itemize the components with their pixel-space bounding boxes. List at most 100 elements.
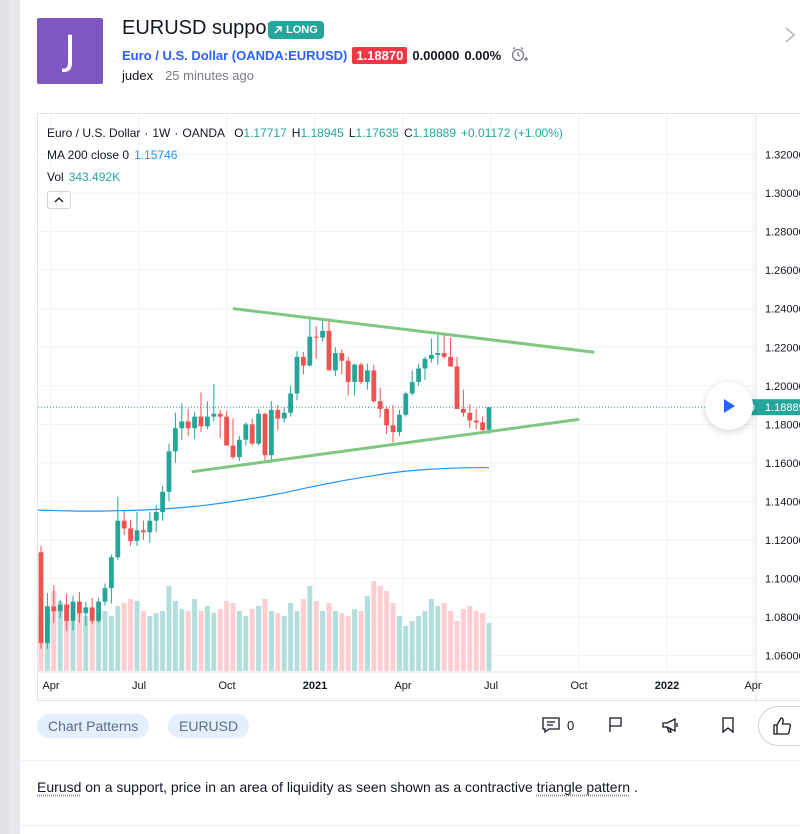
volume-bar	[224, 601, 230, 671]
volume-bar	[262, 599, 268, 671]
volume-bar	[57, 601, 63, 671]
tag-eurusd[interactable]: EURUSD	[168, 714, 250, 738]
candle-body	[339, 353, 345, 361]
add-alert-icon[interactable]	[510, 46, 529, 64]
y-tick-label: 1.14000	[765, 496, 800, 508]
tag-chart-patterns[interactable]: Chart Patterns	[37, 714, 150, 738]
candle-body	[454, 366, 460, 409]
candle-body	[166, 451, 172, 492]
candle-body	[409, 381, 415, 394]
volume-bar	[352, 609, 358, 671]
desc-keyword-triangle-pattern[interactable]: triangle pattern	[536, 779, 631, 795]
close-icon[interactable]	[784, 26, 796, 49]
volume-bar	[339, 613, 345, 671]
candle-body	[403, 393, 409, 415]
candle-body	[115, 520, 121, 558]
candle-body	[448, 356, 453, 367]
candle-body	[179, 421, 185, 429]
volume-bar	[96, 613, 102, 671]
candle-body	[83, 607, 89, 614]
candle-body	[467, 412, 473, 421]
flag-button[interactable]	[606, 716, 624, 734]
chart-container[interactable]: 1.32000 1.30000 1.28000 1.26000 1.24000 1.220…	[37, 113, 800, 701]
legend-high: 1.18945	[300, 126, 344, 140]
y-tick-label: 1.22000	[765, 342, 800, 354]
thumbs-up-icon	[773, 717, 791, 735]
volume-bar	[102, 611, 108, 671]
legend-symbol: Euro / U.S. Dollar	[47, 126, 141, 140]
volume-bar	[441, 603, 447, 671]
candle-body	[211, 413, 217, 417]
candle-body	[397, 414, 402, 433]
candle-body	[461, 408, 466, 413]
volume-bar	[300, 599, 306, 671]
volume-bar	[396, 616, 402, 671]
candle-body	[416, 368, 421, 382]
y-tick-label: 1.06000	[765, 651, 800, 663]
candle-body	[429, 354, 434, 359]
candle-body	[185, 421, 191, 429]
bookmark-button[interactable]	[720, 716, 736, 734]
volume-bar	[70, 621, 76, 671]
volume-bar	[128, 599, 134, 671]
avatar[interactable]: J	[37, 18, 103, 84]
volume-bar	[51, 591, 57, 671]
ma-label: MA 200 close 0	[47, 148, 130, 162]
legend-collapse-button[interactable]	[47, 191, 71, 209]
candle-body	[249, 424, 255, 444]
x-tick-label: Apr	[42, 680, 59, 692]
volume-bar	[179, 609, 185, 671]
volume-bar	[211, 613, 217, 671]
flag-icon	[609, 717, 622, 732]
candle-body	[480, 422, 485, 431]
x-tick-label: Apr	[394, 680, 411, 692]
y-tick-label: 1.12000	[765, 535, 800, 547]
idea-description: Eurusd on a support, price in an area of…	[37, 779, 638, 795]
candle-body	[371, 370, 377, 402]
candle-body	[365, 370, 370, 382]
legend-open: 1.17717	[243, 126, 287, 140]
candle-body	[96, 601, 101, 621]
y-tick-label: 1.28000	[765, 227, 800, 239]
left-gutter	[0, 0, 20, 834]
candle-body	[153, 512, 159, 521]
y-tick-label: 1.24000	[765, 304, 800, 316]
idea-title[interactable]: EURUSD support	[122, 17, 279, 39]
comments-button[interactable]: 0	[541, 716, 574, 734]
volume-bar	[448, 611, 454, 671]
last-price-tag	[756, 399, 800, 416]
like-button[interactable]	[758, 706, 800, 746]
price-chart[interactable]: 1.32000 1.30000 1.28000 1.26000 1.24000 1.220…	[38, 114, 800, 700]
volume-bar	[326, 603, 332, 671]
y-tick-label: 1.10000	[765, 574, 800, 586]
volume-bar	[435, 606, 441, 671]
legend-interval: 1W	[152, 126, 171, 140]
idea-card: J EURUSD support LONG Euro / U.S. Dollar…	[20, 0, 800, 834]
volume-bar	[76, 611, 82, 671]
bottom-divider	[20, 825, 800, 826]
volume-bar	[249, 609, 255, 671]
volume-bar	[294, 611, 300, 671]
long-badge: LONG	[268, 21, 324, 39]
candle-body	[320, 330, 325, 338]
desc-keyword-eurusd[interactable]: Eurusd	[37, 779, 82, 795]
y-tick-label: 1.26000	[765, 265, 800, 277]
volume-bar	[377, 586, 383, 671]
x-tick-label: Jul	[484, 680, 498, 692]
volume-bar	[416, 616, 422, 671]
volume-bar	[172, 601, 178, 671]
candle-body	[243, 424, 249, 440]
share-button[interactable]	[661, 716, 681, 734]
play-button[interactable]	[705, 382, 753, 430]
volume-bar	[121, 603, 127, 671]
legend-change: +0.01172 (+1.00%)	[461, 126, 563, 140]
volume-bar	[403, 626, 409, 671]
symbol-link[interactable]: Euro / U.S. Dollar (OANDA:EURUSD)	[122, 47, 348, 63]
author-name[interactable]: judex	[122, 68, 154, 83]
legend-high-label: H	[291, 126, 301, 140]
volume-bar	[480, 613, 486, 671]
x-tick-label: Oct	[218, 680, 235, 692]
volume-bar	[204, 606, 210, 671]
avatar-letter: J	[64, 28, 76, 74]
y-tick-label: 1.08000	[765, 612, 800, 624]
